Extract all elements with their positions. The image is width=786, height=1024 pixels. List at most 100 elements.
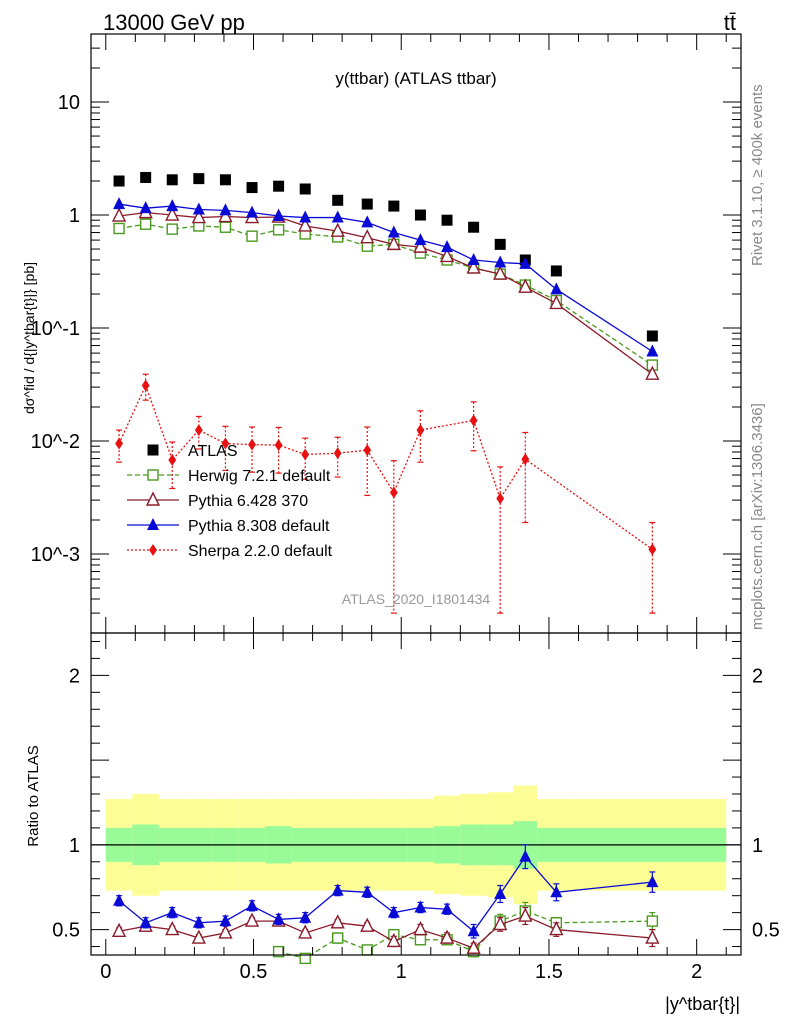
energy-label: 13000 GeV pp xyxy=(103,10,245,35)
data-point-sherpa-2-2-0-default xyxy=(648,543,657,556)
ratio-point-pythia-6-428-370 xyxy=(218,924,233,939)
data-point-pythia-6-428-370 xyxy=(645,365,660,380)
ratio-point-pythia-6-428-370 xyxy=(191,929,206,944)
ratio-point-herwig-7-2-1-default xyxy=(646,915,659,927)
main-title: y(ttbar) (ATLAS ttbar) xyxy=(335,69,496,88)
ratio-point-pythia-8-308-default xyxy=(361,885,374,898)
ratio-point-pythia-6-428-370 xyxy=(466,939,481,954)
legend-marker-atlas xyxy=(147,444,159,456)
data-point-pythia-6-428-370 xyxy=(330,222,345,237)
legend-label-pythia-6-428-370: Pythia 6.428 370 xyxy=(188,493,308,510)
data-point-atlas xyxy=(494,238,506,250)
series-line-pythia-8-308-default xyxy=(118,203,653,353)
data-point-sherpa-2-2-0-default xyxy=(389,486,398,499)
legend-marker-herwig-7-2-1-default xyxy=(147,469,159,481)
data-point-pythia-8-308-default xyxy=(550,282,563,295)
y-tick-label-main: 1 xyxy=(69,205,80,227)
data-point-pythia-8-308-default xyxy=(414,233,427,246)
data-point-pythia-6-428-370 xyxy=(191,208,206,224)
ratio-y-tick-label-right: 1 xyxy=(752,835,763,857)
ratio-line-pythia-6-428-370 xyxy=(118,915,653,949)
ratio-point-pythia-6-428-370 xyxy=(360,917,375,932)
y-tick-label-main: 10^-1 xyxy=(31,318,80,340)
x-tick-label: 1.5 xyxy=(535,961,563,983)
data-point-atlas xyxy=(113,175,125,187)
data-point-pythia-8-308-default xyxy=(331,210,344,223)
series-line-sherpa-2-2-0-default xyxy=(118,383,653,550)
ratio-point-pythia-8-308-default xyxy=(299,910,312,923)
data-point-atlas xyxy=(219,174,231,186)
data-point-pythia-6-428-370 xyxy=(165,206,180,221)
data-point-atlas xyxy=(441,214,453,226)
data-point-pythia-6-428-370 xyxy=(493,265,508,280)
main-y-axis-label: dσ^fid / d{|y^tbar{t}|} [pb] xyxy=(21,262,37,414)
data-point-sherpa-2-2-0-default xyxy=(274,439,283,452)
mcplots-label: mcplots.cern.ch [arXiv:1306.3436] xyxy=(749,403,766,630)
x-tick-label: 1 xyxy=(396,961,407,983)
legend-label-pythia-8-308-default: Pythia 8.308 default xyxy=(188,518,330,535)
data-point-sherpa-2-2-0-default xyxy=(115,437,123,450)
data-point-pythia-8-308-default xyxy=(272,209,285,222)
data-point-pythia-6-428-370 xyxy=(413,238,428,253)
data-point-herwig-7-2-1-default xyxy=(139,218,152,230)
x-tick-label: 0 xyxy=(100,961,111,983)
ratio-point-pythia-6-428-370 xyxy=(111,922,127,937)
ratio-point-pythia-6-428-370 xyxy=(493,915,508,931)
ratio-point-pythia-6-428-370 xyxy=(645,929,660,944)
ratio-y-tick-label-left: 2 xyxy=(69,665,80,687)
data-point-pythia-8-308-default xyxy=(387,225,400,238)
ratio-point-pythia-6-428-370 xyxy=(298,924,313,939)
ratio-point-herwig-7-2-1-default xyxy=(332,932,344,944)
main-panel: 10^-3 10^-2 10^-1 1 10 y(ttbar) (ATLAS ttbar… xyxy=(21,33,742,634)
data-point-sherpa-2-2-0-default xyxy=(168,453,177,466)
data-point-pythia-8-308-default xyxy=(219,203,232,216)
data-point-sherpa-2-2-0-default xyxy=(301,448,310,461)
data-point-herwig-7-2-1-default xyxy=(166,223,178,235)
ratio-point-pythia-8-308-default xyxy=(113,893,126,906)
legend-label-atlas: ATLAS xyxy=(188,443,238,460)
data-point-pythia-8-308-default xyxy=(441,240,454,253)
data-point-herwig-7-2-1-default xyxy=(246,230,258,242)
ratio-point-pythia-8-308-default xyxy=(414,900,427,913)
data-point-atlas xyxy=(388,200,400,212)
data-point-pythia-8-308-default xyxy=(299,210,312,223)
data-point-pythia-8-308-default xyxy=(192,202,205,215)
main-data-marks xyxy=(111,171,660,614)
data-point-sherpa-2-2-0-default xyxy=(333,447,342,460)
ratio-point-pythia-6-428-370 xyxy=(439,929,455,944)
data-point-pythia-6-428-370 xyxy=(111,207,127,222)
data-point-pythia-6-428-370 xyxy=(549,294,564,310)
ratio-point-pythia-6-428-370 xyxy=(244,912,260,927)
ratio-point-pythia-8-308-default xyxy=(387,905,400,918)
data-point-atlas xyxy=(193,173,205,185)
data-point-sherpa-2-2-0-default xyxy=(141,379,150,392)
ratio-point-pythia-8-308-default xyxy=(246,898,259,911)
data-point-pythia-6-428-370 xyxy=(466,259,481,274)
data-point-atlas xyxy=(550,265,562,277)
data-point-sherpa-2-2-0-default xyxy=(363,444,372,457)
ratio-point-pythia-8-308-default xyxy=(441,902,454,915)
data-point-pythia-8-308-default xyxy=(166,199,179,212)
data-point-atlas xyxy=(166,174,178,186)
data-point-atlas xyxy=(414,209,426,221)
data-point-atlas xyxy=(646,330,658,342)
data-point-atlas xyxy=(140,171,152,183)
data-point-pythia-6-428-370 xyxy=(218,207,233,223)
data-point-sherpa-2-2-0-default xyxy=(194,424,203,437)
ratio-point-pythia-8-308-default xyxy=(331,883,344,896)
ratio-point-pythia-8-308-default xyxy=(139,915,152,928)
y-tick-label-main: 10^-2 xyxy=(31,431,80,453)
legend-marker-sherpa-2-2-0-default xyxy=(149,544,157,556)
legend-marker-pythia-8-308-default xyxy=(147,518,159,530)
data-point-pythia-6-428-370 xyxy=(298,217,313,232)
ratio-point-pythia-8-308-default xyxy=(646,875,659,888)
ratio-point-pythia-8-308-default xyxy=(219,914,232,927)
ratio-frame xyxy=(90,632,742,956)
ratio-point-pythia-8-308-default xyxy=(192,915,205,928)
data-point-herwig-7-2-1-default xyxy=(113,222,125,235)
x-axis-label: |y^tbar{t}| xyxy=(665,994,740,1014)
ratio-point-pythia-8-308-default xyxy=(467,924,480,937)
legend-marker-pythia-6-428-370 xyxy=(145,491,161,506)
ratio-point-pythia-8-308-default xyxy=(166,905,179,918)
data-point-herwig-7-2-1-default xyxy=(272,224,285,236)
